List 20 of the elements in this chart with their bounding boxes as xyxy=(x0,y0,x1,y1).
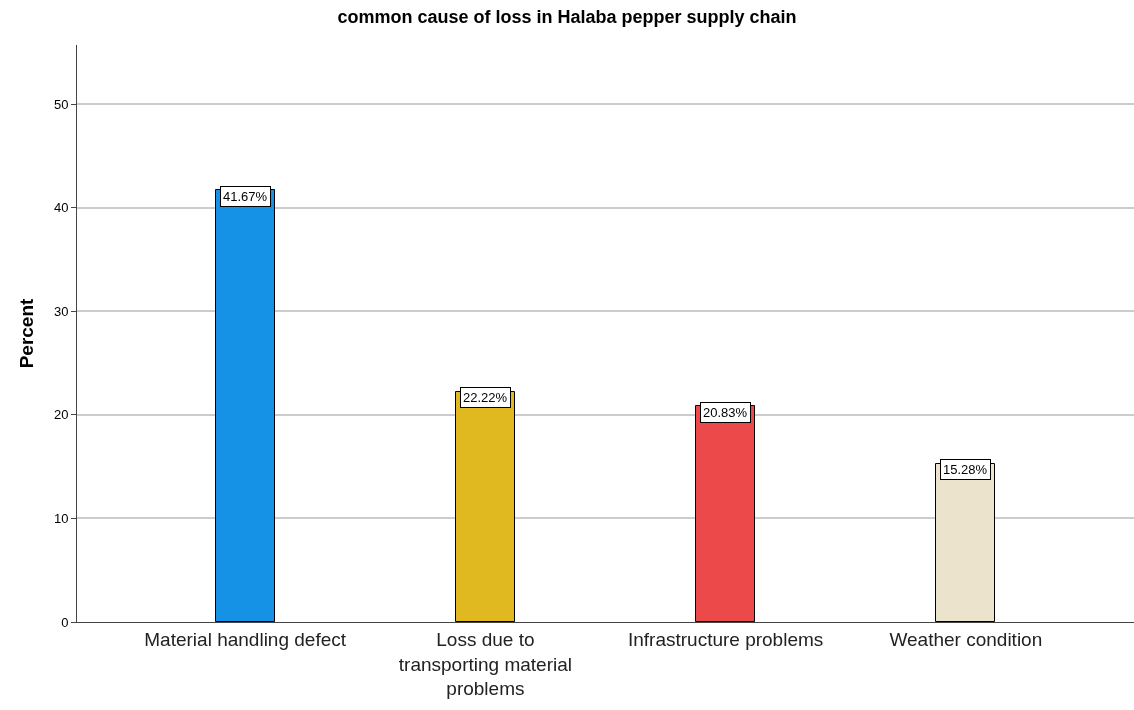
y-tick-label: 20 xyxy=(53,407,69,423)
x-tick-label: Weather condition xyxy=(889,628,1043,650)
data-label: 41.67% xyxy=(223,189,268,204)
y-axis-title: Percent xyxy=(15,297,37,369)
chart-title: common cause of loss in Halaba pepper supply chain xyxy=(337,7,797,28)
bar xyxy=(695,405,755,622)
bar xyxy=(215,189,275,622)
y-tick-label: 40 xyxy=(53,200,69,216)
data-label: 20.83% xyxy=(703,405,748,420)
x-tick-label: Material handling defect xyxy=(144,628,347,650)
y-tick-label: 0 xyxy=(61,614,69,630)
x-tick-label: Infrastructure problems xyxy=(627,628,824,650)
y-tick-label: 10 xyxy=(53,510,69,526)
bar xyxy=(455,391,515,622)
bar xyxy=(935,463,995,622)
y-tick-label: 30 xyxy=(53,303,69,319)
data-label: 22.22% xyxy=(463,390,508,405)
x-tick-label: Loss due to transporting material problems xyxy=(398,628,572,700)
data-label: 15.28% xyxy=(943,462,988,477)
y-tick-label: 50 xyxy=(53,96,69,112)
